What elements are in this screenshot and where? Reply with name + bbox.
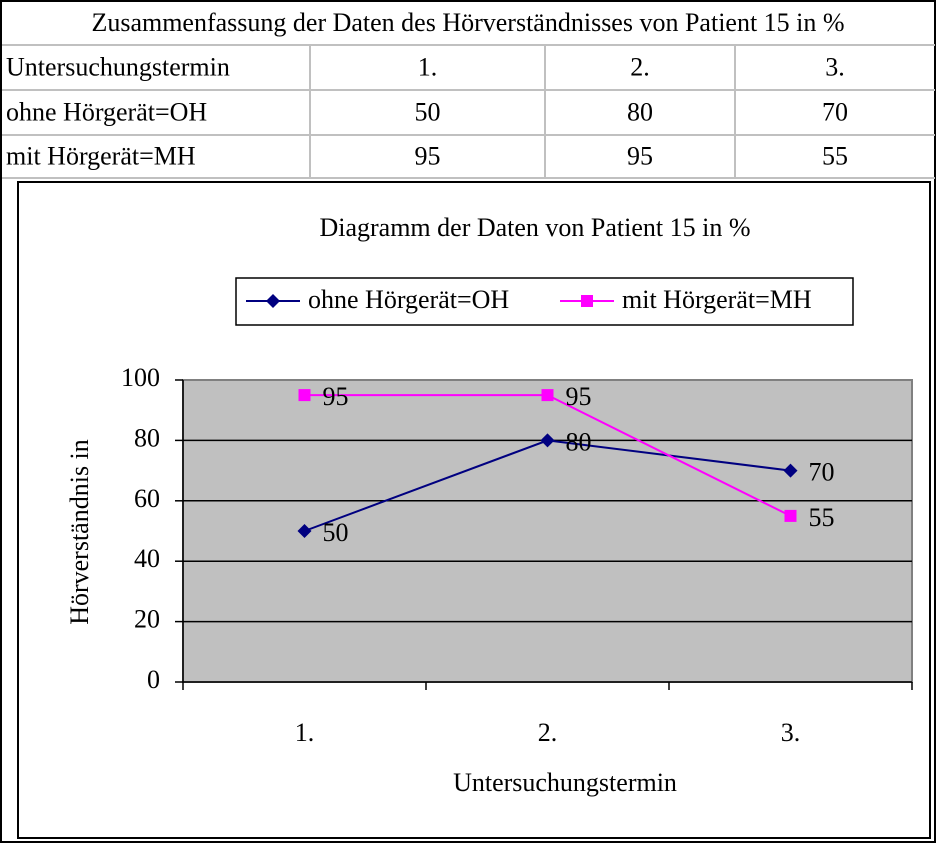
table-row-header: mit Hörgerät=MH [6,141,196,170]
y-tick-label: 20 [134,605,160,634]
table-row-header: Untersuchungstermin [6,52,230,81]
plot-area [182,379,913,683]
marker [266,294,280,308]
data-label: 95 [323,382,349,411]
table-cell: 2. [630,52,650,81]
legend-box [235,277,854,326]
x-tick-label: 2. [538,718,558,747]
table-row-header: ohne Hörgerät=OH [6,97,207,126]
y-tick-label: 60 [134,484,160,513]
marker [541,389,554,402]
marker [783,463,798,478]
data-label: 70 [809,458,835,487]
x-tick-label: 1. [295,718,315,747]
legend-label: ohne Hörgerät=OH [308,285,509,314]
data-label: 80 [566,427,592,456]
table-cell: 50 [415,97,441,126]
data-label: 50 [323,518,349,547]
table-cell: 1. [418,52,438,81]
table-cell: 80 [627,97,653,126]
table-cell: 55 [822,141,848,170]
table-cell: 95 [627,141,653,170]
table-cell: 3. [825,52,845,81]
legend-label: mit Hörgerät=MH [622,285,812,314]
x-axis-title: Untersuchungstermin [453,768,677,797]
data-label: 95 [566,382,592,411]
y-tick-label: 0 [147,665,160,694]
marker [784,509,797,522]
y-tick-label: 80 [134,423,160,452]
table-title: Zusammenfassung der Daten des Hörverstän… [91,8,844,37]
y-tick-label: 100 [121,363,160,392]
x-tick-label: 3. [781,718,801,747]
table-cell: 70 [822,97,848,126]
marker [298,389,311,402]
data-label: 55 [809,503,835,532]
marker [297,524,312,538]
chart-title: Diagramm der Daten von Patient 15 in % [319,213,750,242]
marker [540,433,555,448]
table-cell: 95 [415,141,441,170]
y-tick-label: 40 [134,544,160,573]
y-axis-title: Hörverständnis in [65,439,94,625]
marker [581,295,593,307]
